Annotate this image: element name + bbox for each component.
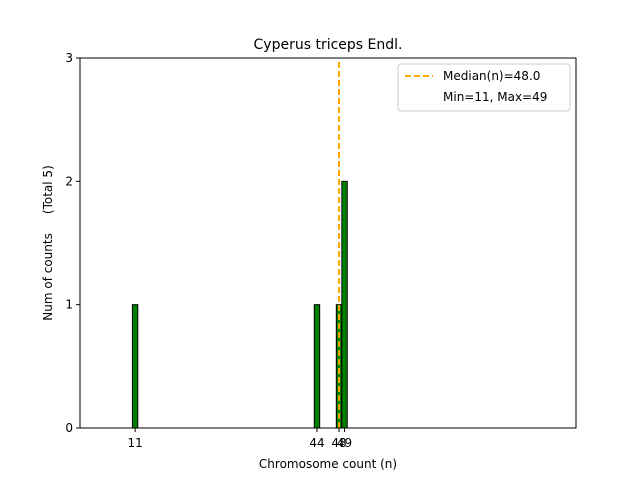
legend-box: [397, 63, 571, 112]
y-tick-label: 2: [65, 174, 73, 188]
legend-median-label: Median(n)=48.0: [443, 69, 540, 83]
x-axis-label: Chromosome count (n): [259, 457, 397, 471]
y-axis-ticks: 0 1 2 3: [65, 51, 80, 435]
y-tick-label: 0: [65, 421, 73, 435]
x-tick-label: 48: [331, 436, 346, 450]
legend: Median(n)=48.0 Min=11, Max=49: [397, 63, 571, 112]
chart-title: Cyperus triceps Endl.: [254, 37, 403, 53]
bar-44: [313, 304, 321, 429]
x-tick-label: 44: [309, 436, 324, 450]
plot-frame: [79, 57, 577, 429]
bar-11: [131, 304, 139, 429]
y-tick-label: 3: [65, 51, 73, 65]
x-tick-label: 49: [337, 436, 352, 450]
bars-group: [131, 180, 348, 429]
legend-range-label: Min=11, Max=49: [443, 90, 547, 104]
x-tick-label: 11: [127, 436, 142, 450]
bar-49: [341, 180, 348, 429]
y-tick-label: 1: [65, 298, 73, 312]
y-axis-label: Num of counts (Total 5): [41, 165, 55, 320]
